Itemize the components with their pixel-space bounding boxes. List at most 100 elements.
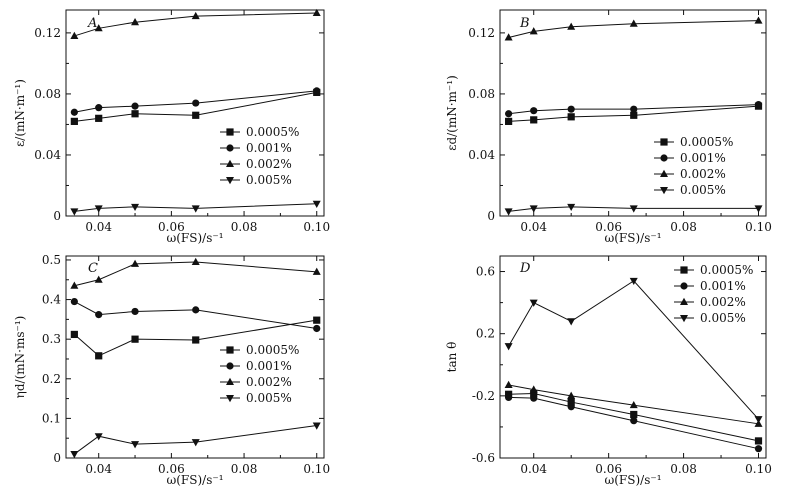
- y-tick-label: 0.2: [42, 372, 61, 386]
- data-point: [530, 389, 538, 398]
- x-tick-label: 0.08: [231, 462, 258, 476]
- data-point: [131, 307, 139, 316]
- data-point: [629, 19, 638, 27]
- data-point: [630, 417, 638, 425]
- y-tick-label: 0.12: [468, 26, 495, 40]
- legend-label: 0.002%: [700, 295, 746, 309]
- data-point: [754, 205, 763, 213]
- data-point: [630, 111, 638, 119]
- data-point: [567, 391, 576, 399]
- y-tick-label: 0.04: [34, 148, 61, 162]
- data-point: [131, 203, 140, 212]
- legend-marker: [660, 154, 668, 162]
- x-axis-label: ω(FS)/s⁻¹: [166, 231, 223, 245]
- legend-marker: [226, 377, 234, 385]
- y-tick-label: 0.4: [42, 293, 61, 307]
- data-point: [70, 208, 79, 216]
- data-point: [70, 297, 78, 306]
- legend-marker: [226, 159, 234, 167]
- y-tick-label: 0: [53, 209, 61, 223]
- legend-marker: [226, 177, 234, 185]
- legend-label: 0.001%: [246, 141, 292, 155]
- data-point: [567, 203, 576, 212]
- x-tick-label: 0.04: [85, 462, 112, 476]
- data-point: [70, 117, 78, 125]
- data-point: [131, 102, 139, 110]
- series-line: [74, 301, 317, 329]
- legend-label: 0.001%: [700, 279, 746, 293]
- data-point: [529, 299, 538, 307]
- plot-frame: [65, 255, 325, 459]
- data-point: [131, 259, 140, 267]
- data-point: [191, 257, 200, 265]
- data-point: [95, 352, 103, 360]
- x-tick-label: 0.10: [745, 462, 772, 476]
- legend-marker: [680, 315, 688, 323]
- data-point: [567, 105, 575, 113]
- data-point: [629, 205, 638, 213]
- legend-marker: [680, 297, 688, 305]
- plot-frame: [65, 9, 325, 217]
- data-point: [312, 8, 321, 17]
- legend-label: 0.002%: [246, 375, 292, 389]
- x-tick-label: 0.06: [595, 220, 622, 234]
- legend-label: 0.002%: [680, 167, 726, 181]
- panel-b: 0.04 0.06 0.08 0.10 0 0.04 0.08 0.12 Bω(FS)/s⁻¹ ε…: [445, 9, 772, 245]
- series-0.005%: 0.005%: [504, 183, 763, 216]
- legend-label: 0.0005%: [700, 263, 753, 277]
- x-axis-label: ω(FS)/s⁻¹: [166, 473, 223, 487]
- legend-label: 0.0005%: [680, 135, 733, 149]
- data-point: [191, 11, 200, 20]
- y-tick-label: 0.2: [476, 327, 495, 341]
- y-axis-label: ηd/(mN·ms⁻¹): [13, 316, 27, 399]
- x-tick-label: 0.04: [520, 220, 547, 234]
- data-point: [70, 281, 79, 289]
- series-0.0005%: 0.0005%: [505, 263, 763, 445]
- legend-marker: [680, 282, 688, 290]
- data-point: [95, 104, 103, 112]
- x-tick-label: 0.10: [745, 220, 772, 234]
- legend-label: 0.005%: [246, 391, 292, 405]
- data-point: [313, 324, 321, 333]
- data-point: [505, 117, 513, 125]
- x-tick-label: 0.08: [670, 462, 697, 476]
- series-0.001%: 0.001%: [70, 87, 321, 155]
- data-point: [95, 114, 103, 122]
- x-tick-label: 0.04: [85, 220, 112, 234]
- data-point: [70, 451, 79, 459]
- series-0.001%: 0.001%: [505, 279, 763, 453]
- data-point: [529, 385, 538, 393]
- y-tick-label: -0.6: [472, 451, 495, 465]
- data-point: [567, 318, 576, 326]
- data-point: [131, 441, 140, 449]
- data-point: [754, 416, 763, 424]
- data-point: [313, 316, 321, 324]
- legend-marker: [226, 346, 234, 354]
- legend-label: 0.005%: [246, 173, 292, 187]
- panel-d: 0.04 0.06 0.08 0.10 -0.6 -0.2 0.2 0.6 Dω(FS)/s⁻¹…: [445, 255, 772, 487]
- data-point: [529, 205, 538, 213]
- data-point: [530, 394, 538, 402]
- data-point: [529, 27, 538, 35]
- panel-title: D: [519, 261, 531, 276]
- series-0.0005%: 0.0005%: [70, 316, 321, 360]
- series-0.005%: 0.005%: [504, 277, 763, 424]
- legend-label: 0.005%: [700, 311, 746, 325]
- panel-title: C: [88, 261, 98, 276]
- series-0.002%: 0.002%: [70, 8, 321, 171]
- y-tick-label: 0: [487, 209, 495, 223]
- data-point: [530, 116, 538, 124]
- data-point: [504, 380, 513, 388]
- data-point: [504, 33, 513, 41]
- plot-frame: [499, 255, 767, 459]
- data-point: [505, 110, 513, 118]
- x-tick-label: 0.06: [158, 220, 185, 234]
- series-0.005%: 0.005%: [70, 173, 321, 216]
- y-tick-label: 0.12: [34, 26, 61, 40]
- x-tick-label: 0.04: [520, 462, 547, 476]
- panel-a: 0.04 0.06 0.08 0.10 0 0.04 0.08 0.12 Aω(FS)/s⁻¹ ε…: [13, 8, 330, 245]
- legend-marker: [226, 362, 234, 370]
- series-0.002%: 0.002%: [504, 16, 763, 181]
- data-point: [192, 306, 200, 314]
